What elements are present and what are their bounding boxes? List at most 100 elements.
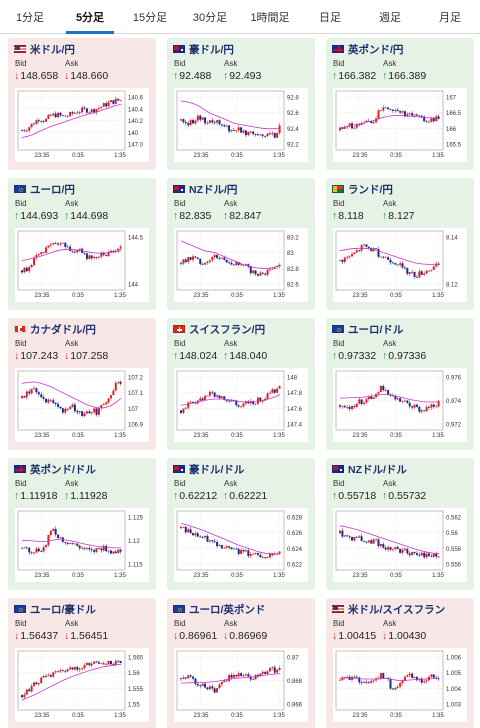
candle-body (28, 547, 31, 553)
tab-2[interactable]: 15分足 (132, 11, 168, 24)
bid-label: Bid (174, 619, 186, 628)
pair-name[interactable]: 英ポンド/円 (348, 43, 404, 56)
candle-body (425, 270, 428, 274)
pair-header: ランド/円 (332, 182, 393, 196)
chart-container[interactable]: 0.628 0.626 0.624 0.622 23:35 0:35 1:35 (174, 508, 308, 582)
y-tick-label: 148 (287, 376, 298, 382)
currency-card[interactable]: NZドル/円 Bid Ask ↑82.835 ↑82.847 83.2 83 82.8 82.6… (167, 178, 315, 310)
candle-body (204, 683, 207, 688)
pair-name[interactable]: 豪ドル/ドル (189, 463, 245, 476)
chart-container[interactable]: 92.8 92.6 92.4 92.2 23:35 0:35 1:35 (174, 88, 308, 162)
moving-average-line (339, 115, 439, 129)
pair-name[interactable]: ユーロ/英ポンド (189, 603, 266, 616)
tab-6[interactable]: 週足 (379, 11, 401, 24)
pair-name[interactable]: NZドル/ドル (348, 463, 407, 476)
currency-card[interactable]: ユーロ/円 Bid Ask ↑144.693 ↑144.698 144.5 144 23:35… (8, 178, 156, 310)
tab-3[interactable]: 30分足 (192, 11, 228, 24)
chart-container[interactable]: 1.006 1.005 1.004 1.003 23:35 0:35 1:35 (333, 648, 467, 722)
currency-card[interactable]: ユーロ/英ポンド Bid Ask ↓0.86961 ↓0.86969 0.87 0.868 0… (167, 598, 315, 728)
candle-body (78, 411, 81, 413)
candle-body (346, 406, 349, 408)
candle-body (37, 254, 40, 256)
currency-card[interactable]: 豪ドル/ドル Bid Ask ↑0.62212 ↑0.62221 0.628 0.626 0.… (167, 458, 315, 590)
candle-body (119, 549, 122, 552)
pair-name[interactable]: ランド/円 (348, 183, 393, 196)
pair-name[interactable]: ユーロ/豪ドル (30, 603, 96, 616)
candle-body (42, 252, 45, 254)
pair-name[interactable]: 米ドル/円 (30, 43, 75, 56)
pair-name[interactable]: ユーロ/ドル (348, 323, 404, 336)
pair-name[interactable]: カナダドル/円 (30, 323, 96, 336)
candle-body (249, 265, 252, 273)
currency-card[interactable]: 英ポンド/ドル Bid Ask ↑1.11918 ↑1.11928 1.125 1.12 1.… (8, 458, 156, 590)
currency-card[interactable]: NZドル/ドル Bid Ask ↑0.55718 ↑0.55732 0.562 0.56 0.… (326, 458, 474, 590)
y-tick-label: 83 (287, 251, 294, 257)
pair-name[interactable]: ユーロ/円 (30, 183, 75, 196)
candle-body (30, 123, 33, 128)
currency-card[interactable]: ユーロ/豪ドル Bid Ask ↓1.56437 ↓1.56451 1.565 1.56 1.… (8, 598, 156, 728)
currency-card[interactable]: 米ドル/スイスフラン Bid Ask ↓1.00415 ↓1.00430 1.006 1.0… (326, 598, 474, 728)
chart-container[interactable]: 8.14 8.12 23:35 0:35 1:35 (333, 228, 467, 302)
candle-body (358, 250, 361, 252)
tab-1[interactable]: 5分足 (60, 0, 120, 34)
flag-icon (14, 185, 26, 193)
arrow-up-icon: ↑ (332, 350, 338, 362)
candle-body (242, 403, 245, 407)
currency-card[interactable]: 英ポンド/円 Bid Ask ↑166.382 ↑166.389 167 166.5 166 1… (326, 38, 474, 170)
chart-container[interactable]: 1.565 1.56 1.555 1.55 23:35 0:35 1:35 (15, 648, 149, 722)
chart-container[interactable]: 1.125 1.12 1.115 23:35 0:35 1:35 (15, 508, 149, 582)
candle-body (377, 539, 380, 547)
candle-body (25, 547, 28, 549)
currency-card[interactable]: 米ドル/円 Bid Ask ↓148.658 ↓148.660 140.6 140.4 140… (8, 38, 156, 170)
arrow-down-icon: ↓ (14, 70, 20, 82)
y-tick-label: 167 (446, 96, 457, 102)
ask-price: ↑166.389 (382, 70, 426, 82)
currency-card[interactable]: 豪ドル/円 Bid Ask ↑92.488 ↑92.493 92.8 92.6 92.4 92.… (167, 38, 315, 170)
tab-7[interactable]: 月足 (439, 11, 461, 24)
tab-5[interactable]: 日足 (319, 11, 341, 24)
pair-name[interactable]: スイスフラン/円 (189, 323, 266, 336)
candle-body (57, 404, 60, 407)
ask-value: 107.258 (70, 350, 109, 362)
candle-body (437, 400, 440, 407)
candle-body (47, 399, 50, 403)
chart-container[interactable]: 0.976 0.974 0.972 23:35 0:35 1:35 (333, 368, 467, 442)
price-chart: 144.5 144 23:35 0:35 1:35 (17, 230, 144, 299)
currency-card[interactable]: ランド/円 Bid Ask ↑8.118 ↑8.127 8.14 8.12 23:35 0:35… (326, 178, 474, 310)
candle-body (413, 676, 416, 678)
pair-name[interactable]: NZドル/円 (189, 183, 238, 196)
candle-body (216, 541, 219, 547)
tab-4[interactable]: 1時間足 (250, 11, 290, 24)
chart-container[interactable]: 148 147.8 147.6 147.4 23:35 0:35 1:35 (174, 368, 308, 442)
candle-body (391, 262, 394, 264)
ask-label: Ask (383, 619, 397, 628)
chart-container[interactable]: 0.87 0.868 0.866 23:35 0:35 1:35 (174, 648, 308, 722)
chart-container[interactable]: 107.2 107.1 107 106.9 23:35 0:35 1:35 (15, 368, 149, 442)
pair-name[interactable]: 米ドル/スイスフラン (348, 603, 446, 616)
tab-0[interactable]: 1分足 (15, 11, 45, 24)
currency-card[interactable]: カナダドル/円 Bid Ask ↓107.243 ↓107.258 107.2 107.1 1… (8, 318, 156, 450)
chart-container[interactable]: 0.562 0.56 0.558 0.556 23:35 0:35 1:35 (333, 508, 467, 582)
pair-header: 米ドル/円 (14, 42, 75, 56)
candle-body (25, 689, 28, 695)
chart-container[interactable]: 140.6 140.4 140.2 140 147.0 23:35 0:35 1:35 (15, 88, 149, 162)
pair-name[interactable]: 豪ドル/円 (189, 43, 234, 56)
chart-container[interactable]: 83.2 83 82.8 82.6 23:35 0:35 1:35 (174, 228, 308, 302)
arrow-up-icon: ↑ (332, 490, 338, 502)
bid-price: ↓1.00415 (332, 630, 376, 642)
chart-frame (176, 510, 285, 571)
candle-body (406, 267, 409, 274)
candle-body (66, 408, 69, 410)
candle-body (247, 264, 250, 266)
candle-body (196, 115, 199, 121)
candle-body (37, 120, 40, 122)
ask-price: ↑1.11928 (64, 490, 107, 502)
currency-card[interactable]: スイスフラン/円 Bid Ask ↑148.024 ↑148.040 148 147.8 14… (167, 318, 315, 450)
chart-container[interactable]: 144.5 144 23:35 0:35 1:35 (15, 228, 149, 302)
currency-card[interactable]: ユーロ/ドル Bid Ask ↑0.97332 ↑0.97336 0.976 0.974 0.… (326, 318, 474, 450)
candle-body (112, 390, 115, 396)
y-tick-label: 92.4 (287, 127, 299, 133)
pair-name[interactable]: 英ポンド/ドル (30, 463, 96, 476)
x-tick-label: 0:35 (390, 573, 402, 579)
chart-container[interactable]: 167 166.5 166 165.5 23:35 0:35 1:35 (333, 88, 467, 162)
